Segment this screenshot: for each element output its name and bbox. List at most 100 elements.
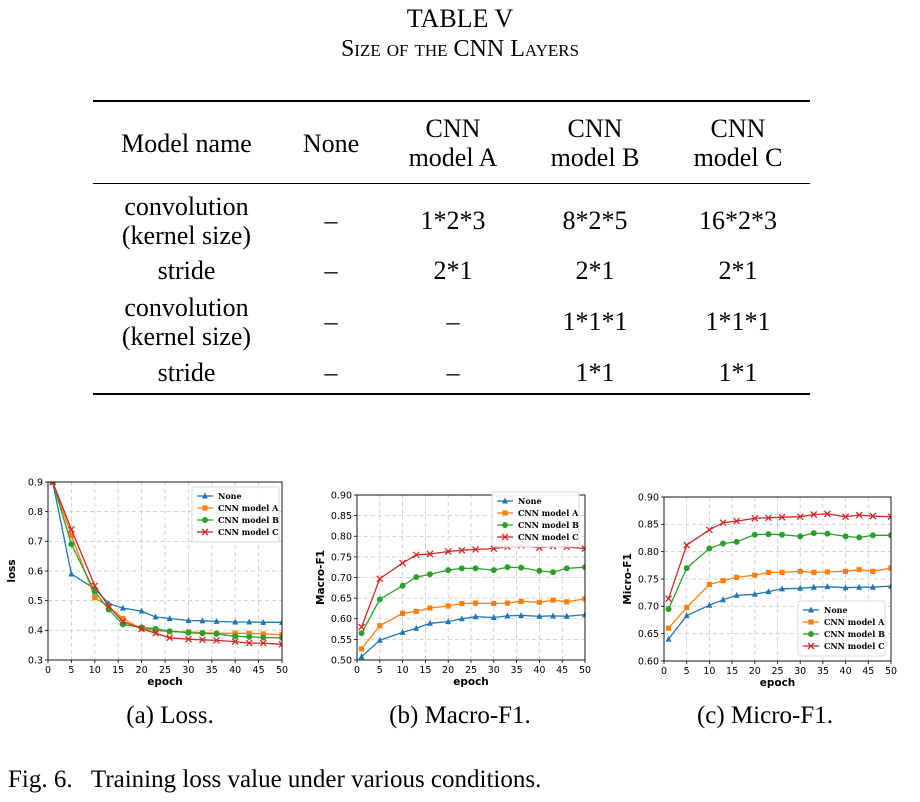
x-axis-label: epoch	[453, 676, 489, 688]
data-point	[426, 550, 434, 558]
y-tick-label: 0.65	[331, 594, 352, 605]
legend-marker	[202, 492, 208, 499]
table-subtitle: Size of the CNN Layers	[0, 36, 920, 63]
y-tick-label: 0.80	[638, 547, 659, 558]
data-point	[683, 565, 690, 572]
x-tick-label: 45	[253, 665, 265, 676]
x-tick-label: 15	[726, 666, 738, 677]
figure-caption-label: Fig. 6.	[8, 766, 73, 793]
legend-marker	[808, 606, 814, 613]
data-point	[260, 631, 266, 637]
table-cell: –	[324, 206, 338, 235]
y-tick-label: 0.90	[331, 490, 352, 501]
data-point	[564, 599, 570, 605]
caption-macro-f1: (b) Macro-F1.	[389, 702, 531, 729]
series-line	[361, 598, 585, 650]
x-tick-label: 20	[749, 666, 761, 677]
data-point	[779, 569, 785, 576]
series-line	[361, 613, 585, 658]
data-point	[413, 624, 420, 631]
data-point	[279, 632, 282, 638]
legend-box	[191, 486, 280, 543]
data-point	[413, 608, 419, 614]
data-point	[665, 595, 672, 603]
table-cell: 8*2*5	[562, 206, 628, 235]
data-point	[152, 625, 159, 632]
data-point	[582, 596, 585, 602]
data-point	[797, 533, 804, 540]
data-point	[166, 634, 174, 642]
legend-marker	[502, 497, 508, 504]
x-tick-label: 5	[377, 665, 383, 676]
x-tick-label: 50	[579, 665, 591, 676]
series-line	[360, 544, 585, 628]
y-tick-label: 0.85	[331, 511, 352, 522]
x-tick-label: 30	[182, 665, 194, 676]
data-point	[185, 617, 192, 624]
y-tick-label: 0.75	[638, 574, 659, 585]
data-point	[683, 612, 690, 619]
data-point	[491, 600, 497, 607]
cnn-size-table: Model name None CNN model A CNN model B CN…	[93, 100, 810, 395]
data-point	[550, 569, 557, 576]
data-point	[232, 618, 239, 625]
data-point	[733, 591, 740, 598]
y-tick-label: 0.60	[331, 614, 352, 625]
table-cell: –	[324, 256, 338, 285]
data-point	[358, 646, 365, 652]
table-cell: 2*1	[718, 256, 758, 285]
data-point	[550, 612, 557, 619]
x-tick-label: 25	[465, 665, 477, 676]
data-point	[198, 636, 206, 644]
data-point	[119, 617, 127, 625]
legend-marker	[202, 505, 208, 511]
data-point	[412, 551, 420, 559]
data-point	[232, 633, 239, 640]
series-line	[667, 513, 891, 599]
data-point	[399, 582, 406, 589]
header-cnn-model-b: CNN model B	[524, 100, 666, 184]
data-point	[582, 564, 585, 571]
data-point	[810, 583, 817, 590]
y-tick-label: 0.7	[28, 537, 43, 548]
legend-label: None	[824, 605, 848, 615]
loss-chart: 0 5 10 15 20 25 30 35 40 45 50 0.3 0.4 0.5 0.6 0.7 0.8 0.…	[6, 477, 288, 688]
legend-label: CNN model A	[518, 508, 579, 518]
y-tick-label: 0.65	[638, 629, 659, 640]
data-point	[888, 565, 891, 571]
data-point	[887, 513, 891, 521]
data-point	[797, 584, 804, 591]
data-point	[536, 612, 543, 619]
data-point	[213, 630, 220, 637]
macro-f1-chart: 0 5 10 15 20 25 30 35 40 45 50 0.50 0.55 0.60 0.65 0.70…	[315, 490, 591, 688]
data-point	[536, 599, 542, 605]
y-tick-label: 0.70	[638, 602, 659, 613]
data-point	[842, 513, 850, 521]
data-point	[869, 583, 876, 590]
data-point	[796, 513, 804, 521]
data-point	[246, 618, 253, 625]
data-point	[472, 613, 479, 620]
micro-f1-chart: 0 5 10 15 20 25 30 35 40 45 50 0.60 0.65 0.70 0.75 0.80…	[622, 492, 897, 689]
x-tick-label: 30	[488, 665, 500, 676]
data-point	[279, 634, 282, 641]
legend: None CNN model A CNN model B CNN model C	[191, 486, 280, 543]
x-tick-label: 0	[661, 666, 667, 677]
data-point	[797, 568, 803, 574]
data-point	[706, 601, 713, 608]
data-point	[91, 588, 98, 595]
caption-loss: (a) Loss.	[126, 702, 214, 729]
y-tick-label: 0.55	[331, 635, 352, 646]
legend-marker	[202, 517, 208, 523]
data-point	[119, 604, 126, 611]
data-point	[105, 603, 113, 611]
tick-labels: 0 5 10 15 20 25 30 35 40 45 50 0.3 0.4 0.5 0.6 0.7 0.8 0.…	[28, 477, 288, 676]
legend-marker	[808, 619, 814, 625]
y-tick-label: 0.75	[331, 552, 352, 563]
x-tick-label: 45	[556, 665, 568, 676]
data-point	[445, 603, 451, 609]
data-point	[92, 595, 98, 601]
data-point	[166, 614, 173, 621]
legend-marker	[502, 522, 508, 528]
data-point	[213, 617, 220, 624]
